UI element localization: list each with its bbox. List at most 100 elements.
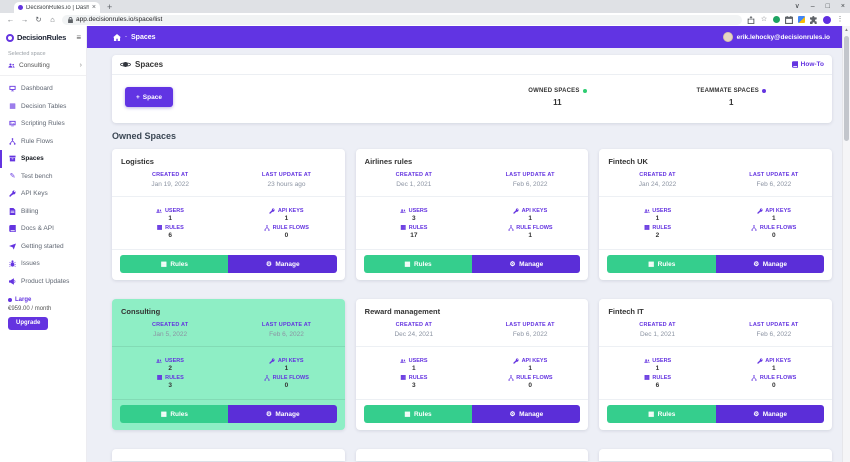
api-keys-count: 1	[772, 364, 776, 372]
created-at-label: CREATED AT	[639, 172, 676, 178]
rules-count: 6	[655, 381, 660, 389]
sidebar-item-issues[interactable]: Issues	[0, 255, 86, 273]
sidebar-item-api-keys[interactable]: API Keys	[0, 185, 86, 203]
rule-flows-count: 0	[772, 231, 776, 239]
space-name: Consulting	[121, 307, 161, 316]
rules-button[interactable]: ▦ Rules	[607, 255, 716, 273]
hamburger-icon[interactable]: ≡	[76, 32, 81, 42]
tab-search-chevron-icon[interactable]: ∨	[794, 3, 800, 10]
gear-icon: ⚙	[753, 260, 760, 268]
book-icon	[791, 61, 798, 68]
space-card-partial	[355, 449, 589, 461]
extensions-puzzle-icon[interactable]	[810, 15, 818, 24]
sidebar-item-label: Rule Flows	[21, 137, 54, 145]
minimize-icon[interactable]: –	[810, 2, 815, 10]
sidebar-item-scripting-rules[interactable]: Scripting Rules	[0, 115, 86, 133]
rules-button[interactable]: ▦ Rules	[120, 405, 229, 423]
flow-icon	[508, 224, 514, 231]
sidebar-item-product-updates[interactable]: Product Updates	[0, 273, 86, 291]
rules-count: 6	[168, 231, 172, 239]
browser-menu-icon[interactable]: ⋮	[836, 15, 844, 23]
created-at-value: Dec 1, 2021	[639, 331, 676, 338]
key-icon	[269, 357, 275, 364]
last-update-label: LAST UPDATE AT	[505, 322, 555, 328]
table-icon: ▦	[404, 410, 411, 418]
close-icon[interactable]: ×	[840, 2, 845, 10]
manage-button[interactable]: ⚙ Manage	[228, 405, 337, 423]
last-update-value: Feb 6, 2022	[756, 181, 792, 188]
sidebar-item-label: Test bench	[21, 172, 53, 180]
address-bar[interactable]: app.decisionrules.io/space/list	[62, 14, 742, 25]
gear-icon: ⚙	[265, 260, 272, 268]
browser-tab[interactable]: DecisionRules.io | Dashboard ×	[14, 2, 100, 13]
calendar-extension-icon[interactable]	[785, 15, 793, 24]
new-tab-button[interactable]: +	[107, 2, 113, 12]
page-title: Spaces	[135, 60, 164, 69]
user-menu[interactable]: erik.lehocky@decisionrules.io	[722, 32, 830, 42]
scrollbar-up-icon[interactable]: ▲	[844, 27, 849, 32]
divider	[355, 196, 589, 197]
space-name: Fintech UK	[608, 157, 648, 166]
plan-dot-icon	[8, 298, 12, 302]
sidebar-item-dashboard[interactable]: Dashboard	[0, 80, 86, 98]
space-card-reward-management: Reward management CREATED AT Dec 24, 202…	[355, 299, 589, 430]
scrollbar-thumb[interactable]	[844, 36, 849, 141]
bookmark-star-icon[interactable]: ☆	[760, 15, 768, 23]
share-icon[interactable]	[747, 15, 755, 24]
sidebar-item-test-bench[interactable]: ✎ Test bench	[0, 168, 86, 186]
tab-close-icon[interactable]: ×	[91, 4, 96, 11]
last-update-value: Feb 6, 2022	[512, 331, 548, 338]
sidebar-item-spaces[interactable]: Spaces	[0, 150, 86, 168]
plan-name: Large	[15, 297, 32, 303]
last-update-label: LAST UPDATE AT	[505, 172, 555, 178]
home-icon[interactable]	[113, 33, 121, 41]
selected-space-switcher[interactable]: Consulting ›	[0, 59, 86, 76]
divider	[599, 346, 832, 347]
extension-icon[interactable]	[773, 16, 780, 23]
created-at-value: Dec 24, 2021	[394, 331, 434, 338]
lock-icon	[68, 16, 73, 23]
users-icon	[8, 62, 15, 69]
manage-button[interactable]: ⚙ Manage	[715, 255, 825, 273]
how-to-link[interactable]: How-To	[791, 61, 824, 68]
scrollbar[interactable]: ▲	[842, 26, 850, 462]
reload-icon[interactable]: ↻	[35, 14, 42, 24]
sidebar-item-docs-api[interactable]: Docs & API	[0, 220, 86, 238]
rules-button[interactable]: ▦ Rules	[363, 255, 472, 273]
back-icon[interactable]: ←	[6, 14, 15, 24]
sidebar-item-rule-flows[interactable]: Rule Flows	[0, 133, 86, 151]
sidebar-item-billing[interactable]: Billing	[0, 203, 86, 221]
plan-info: Large €959.00 / month Upgrade	[0, 290, 86, 330]
manage-button[interactable]: ⚙ Manage	[472, 255, 581, 273]
maximize-icon[interactable]: □	[825, 2, 830, 10]
extension-icon[interactable]	[798, 16, 805, 23]
sidebar-item-decision-tables[interactable]: ▦ Decision Tables	[0, 98, 86, 116]
sidebar-item-getting-started[interactable]: Getting started	[0, 238, 86, 256]
nav-home-icon[interactable]: ⌂	[50, 14, 55, 24]
url-text: app.decisionrules.io/space/list	[76, 16, 163, 23]
flow-icon	[751, 374, 758, 381]
divider	[112, 196, 345, 197]
browser-profile-avatar[interactable]	[823, 15, 831, 24]
send-icon	[9, 243, 16, 250]
manage-button[interactable]: ⚙ Manage	[228, 255, 337, 273]
manage-button[interactable]: ⚙ Manage	[472, 405, 581, 423]
gear-icon: ⚙	[265, 410, 272, 418]
table-icon: ▦	[160, 410, 167, 418]
grid-icon: ▦	[9, 102, 16, 110]
forward-icon[interactable]: →	[20, 14, 29, 24]
rules-button[interactable]: ▦ Rules	[363, 405, 472, 423]
users-icon	[156, 208, 163, 214]
users-count: 1	[168, 214, 172, 222]
spaces-panel: Spaces How-To + Space OWNED SPACES	[112, 55, 832, 123]
upgrade-button[interactable]: Upgrade	[8, 316, 49, 330]
rules-button[interactable]: ▦ Rules	[120, 255, 229, 273]
space-card-partial	[599, 449, 832, 461]
gear-icon: ⚙	[509, 260, 516, 268]
manage-button[interactable]: ⚙ Manage	[715, 405, 825, 423]
api-keys-count: 1	[284, 214, 289, 222]
rules-button[interactable]: ▦ Rules	[607, 405, 716, 423]
api-keys-count: 1	[772, 214, 776, 222]
api-keys-count: 1	[284, 364, 289, 372]
add-space-button[interactable]: + Space	[125, 87, 173, 107]
